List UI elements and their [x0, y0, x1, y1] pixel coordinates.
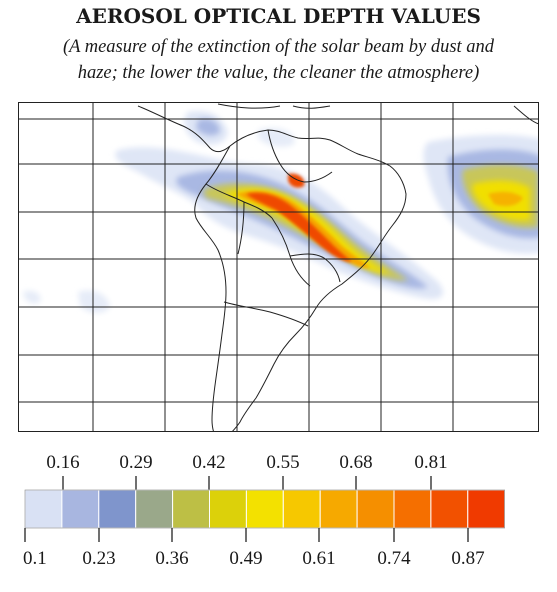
legend-swatch: [245, 489, 284, 529]
coastline: [137, 103, 539, 432]
border-3: [289, 253, 341, 283]
legend-swatch: [282, 489, 321, 529]
legend-swatch: [319, 489, 358, 529]
map-frame: [18, 102, 539, 432]
legend-swatch: [467, 489, 506, 529]
aerosol-map: [18, 102, 539, 432]
legend-upper-labels: 0.16 0.29 0.42 0.55 0.68 0.81: [46, 452, 447, 473]
africa-outline: [513, 105, 539, 125]
legend-upper-label: 0.16: [46, 452, 79, 473]
border-7: [237, 201, 245, 255]
legend-upper-ticks: [62, 476, 432, 490]
subtitle-line-1: (A measure of the extinction of the sola…: [62, 37, 495, 57]
legend-lower-label: 0.36: [155, 548, 188, 569]
legend-upper-label: 0.68: [339, 452, 372, 473]
border-6: [223, 301, 309, 327]
legend-swatches: [24, 489, 506, 529]
aerosol-map-svg: [18, 102, 539, 432]
legend: 0.16 0.29 0.42 0.55 0.68 0.81 0.1 0.23 0…: [0, 440, 557, 590]
legend-lower-ticks: [24, 528, 469, 542]
legend-swatch: [209, 489, 247, 529]
legend-lower-label: 0.49: [229, 548, 262, 569]
legend-lower-label: 0.61: [302, 548, 335, 569]
legend-lower-label: 0.23: [82, 548, 115, 569]
legend-swatch: [135, 489, 174, 529]
border-4: [267, 129, 305, 183]
legend-swatch: [98, 489, 137, 529]
legend-swatch: [430, 489, 469, 529]
legend-upper-label: 0.81: [414, 452, 447, 473]
page-subtitle: (A measure of the extinction of the sola…: [10, 34, 547, 86]
legend-swatch: [24, 489, 63, 529]
legend-swatch: [356, 489, 395, 529]
south-america-west-coast: [194, 145, 231, 432]
legend-swatch: [172, 489, 211, 529]
south-america-east-coast: [229, 129, 407, 432]
legend-svg: 0.16 0.29 0.42 0.55 0.68 0.81 0.1 0.23 0…: [23, 452, 506, 569]
legend-upper-label: 0.42: [192, 452, 225, 473]
legend-swatch: [393, 489, 432, 529]
legend-lower-label: 0.87: [451, 548, 484, 569]
border-5: [303, 171, 333, 183]
legend-swatch: [61, 489, 100, 529]
legend-lower-label: 0.1: [23, 548, 47, 569]
legend-bar-outline: [24, 489, 506, 529]
legend-lower-label: 0.74: [377, 548, 411, 569]
legend-lower-labels: 0.1 0.23 0.36 0.49 0.61 0.74 0.87: [23, 548, 485, 569]
page-title: AEROSOL OPTICAL DEPTH VALUES: [76, 4, 481, 28]
legend-upper-label: 0.29: [119, 452, 152, 473]
caribbean-islands-outline: [217, 103, 281, 109]
subtitle-line-2: haze; the lower the value, the cleaner t…: [77, 63, 480, 83]
legend-upper-label: 0.55: [266, 452, 299, 473]
central-america-outline: [137, 105, 231, 153]
caribbean-islands-2-outline: [292, 105, 331, 109]
